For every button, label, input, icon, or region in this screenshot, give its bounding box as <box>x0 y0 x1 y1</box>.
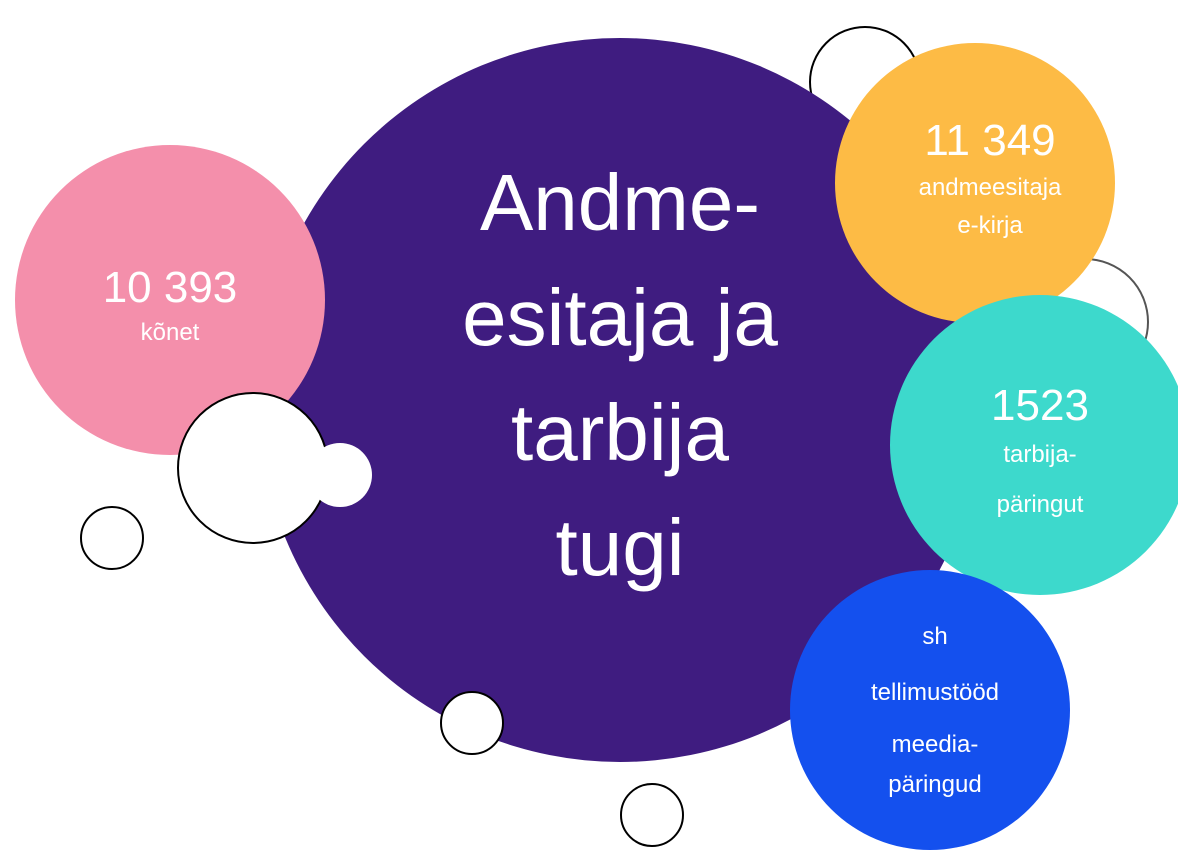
decor-circle <box>80 506 144 570</box>
orange-bubble <box>835 43 1115 323</box>
decor-circle <box>440 691 504 755</box>
bubble-label: andmeesitaja <box>919 174 1062 201</box>
bubble-number: 11 349 <box>924 116 1055 165</box>
bubble-number: 1523 <box>991 381 1089 430</box>
decor-circle <box>308 443 372 507</box>
bubble-label: tellimustööd <box>871 679 999 706</box>
blue-bubble <box>790 570 1070 850</box>
main-circle <box>258 38 982 762</box>
title-line: Andme- <box>480 158 760 247</box>
title-line: esitaja ja <box>462 273 778 362</box>
bubble-number: 10 393 <box>103 263 238 312</box>
pink-bubble <box>15 145 325 455</box>
decor-circle <box>620 783 684 847</box>
bubble-label: tarbija- <box>1003 441 1076 468</box>
bubble-label: e-kirja <box>957 212 1023 239</box>
bubble-label: kõnet <box>141 319 200 346</box>
bubble-label: päringut <box>997 491 1084 518</box>
decor-circle <box>177 392 329 544</box>
bubble-label: meedia- <box>892 731 979 758</box>
title-line: tarbija <box>511 388 729 477</box>
title-line: tugi <box>556 503 685 592</box>
bubble-label: päringud <box>888 771 981 798</box>
bubble-label: sh <box>922 623 947 650</box>
teal-bubble <box>890 295 1178 595</box>
